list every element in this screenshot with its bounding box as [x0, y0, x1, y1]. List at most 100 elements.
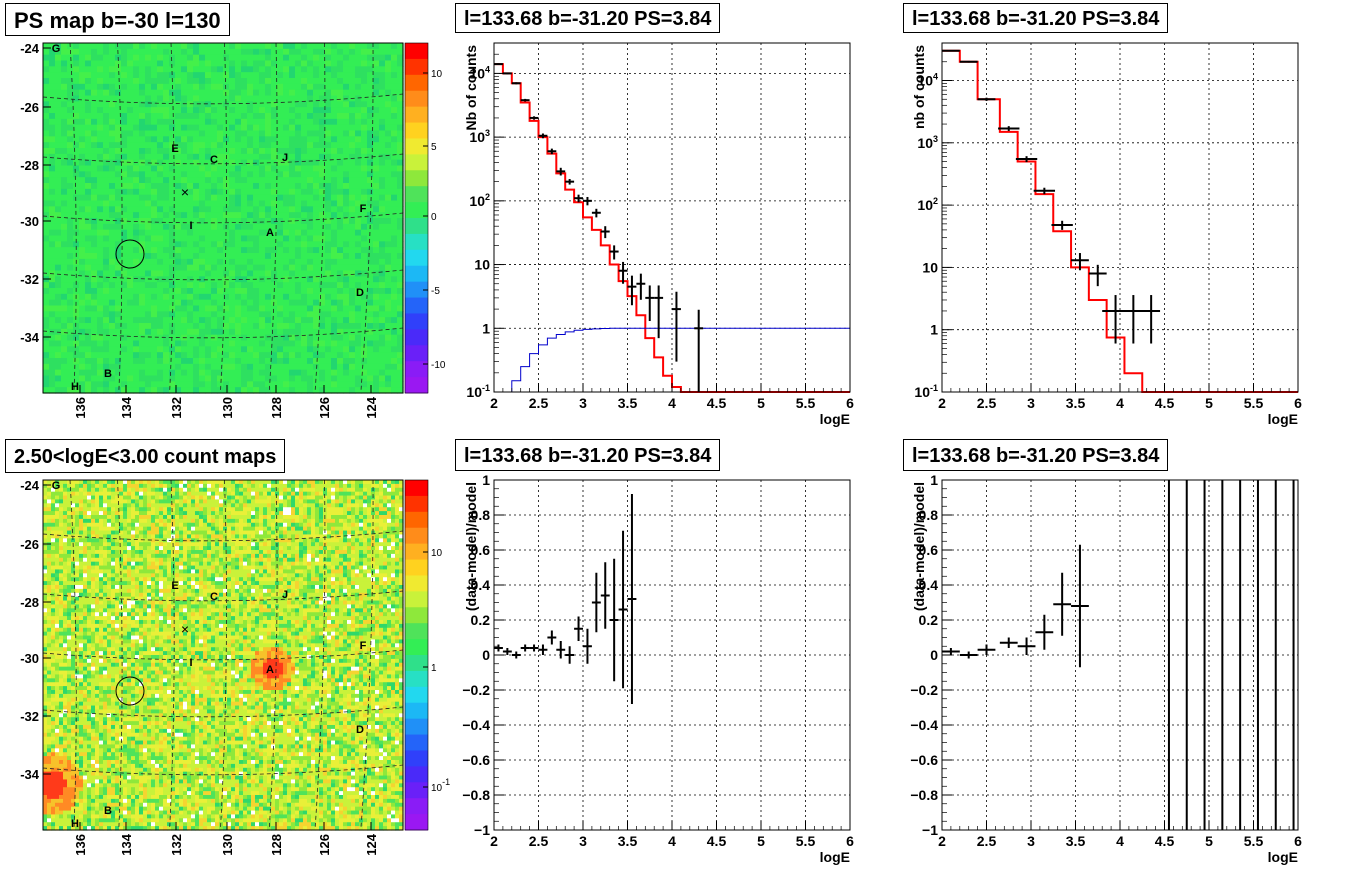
map-pixel [307, 375, 314, 382]
map-pixel [331, 101, 338, 108]
map-pixel [193, 113, 200, 120]
map-pixel [109, 113, 116, 120]
map-pixel [79, 678, 84, 683]
map-pixel [75, 608, 80, 613]
map-pixel [319, 293, 326, 301]
map-pixel [61, 48, 68, 56]
map-pixel [47, 550, 52, 555]
map-pixel [367, 136, 374, 143]
map-pixel [79, 194, 86, 202]
map-pixel [63, 787, 68, 792]
map-pixel [127, 270, 134, 277]
map-pixel [79, 340, 86, 347]
map-pixel [109, 363, 116, 371]
map-pixel [295, 95, 302, 102]
map-pixel [241, 124, 248, 132]
map-pixel [175, 223, 182, 231]
map-pixel [55, 358, 62, 365]
map-pixel [151, 78, 158, 85]
map-pixel [67, 616, 72, 621]
map-pixel [163, 305, 170, 312]
map-pixel [163, 72, 170, 79]
map-pixel [73, 95, 80, 102]
map-pixel [187, 118, 194, 126]
map-pixel [67, 107, 74, 114]
map-pixel [75, 534, 80, 539]
map-pixel [283, 200, 290, 207]
map-pixel [51, 736, 56, 742]
map-pixel [127, 381, 134, 388]
map-pixel [331, 142, 338, 149]
map-pixel [361, 218, 368, 225]
map-pixel [241, 101, 248, 108]
map-pixel [343, 317, 350, 324]
map-pixel [373, 113, 380, 120]
map-pixel [79, 802, 84, 808]
map-pixel [325, 334, 332, 342]
map-pixel [109, 78, 116, 85]
map-pixel [97, 293, 104, 301]
map-pixel [259, 200, 266, 207]
map-pixel [43, 577, 48, 582]
map-pixel [247, 375, 254, 382]
map-pixel [63, 682, 68, 687]
map-pixel [295, 130, 302, 137]
map-pixel [253, 66, 260, 73]
map-pixel [79, 740, 84, 746]
map-pixel [247, 241, 254, 248]
map-pixel [109, 165, 116, 172]
map-pixel [97, 299, 104, 307]
map-pixel [223, 352, 230, 359]
map-pixel [109, 43, 116, 50]
map-pixel [79, 518, 84, 524]
map-pixel [51, 596, 56, 602]
map-pixel [85, 305, 92, 312]
map-pixel [265, 107, 272, 114]
map-pixel [63, 616, 68, 621]
map-pixel [73, 346, 80, 353]
map-pixel [85, 194, 92, 202]
map-pixel [187, 212, 194, 219]
map-pixel [67, 54, 74, 62]
map-pixel [67, 83, 74, 91]
map-pixel [373, 387, 380, 394]
map-pixel [343, 293, 350, 301]
map-pixel [361, 288, 368, 295]
map-pixel [163, 188, 170, 196]
map-pixel [47, 592, 52, 598]
map-pixel [205, 334, 212, 342]
map-pixel [75, 480, 80, 485]
map-pixel [295, 299, 302, 307]
map-pixel [271, 78, 278, 85]
map-pixel [277, 206, 284, 213]
map-pixel [133, 270, 140, 277]
map-pixel [91, 369, 98, 377]
map-pixel [271, 218, 278, 225]
map-pixel [55, 223, 62, 231]
x-tick-label: 6 [846, 395, 854, 411]
map-pixel [83, 592, 88, 598]
map-pixel [319, 363, 326, 371]
map-pixel [85, 153, 92, 161]
map-pixel [241, 171, 248, 178]
map-pixel [109, 206, 116, 213]
map-pixel [109, 229, 116, 237]
map-pixel [331, 118, 338, 126]
map-pixel [75, 771, 80, 777]
map-pixel [109, 200, 116, 207]
map-pixel [151, 83, 158, 91]
map-pixel [331, 299, 338, 307]
map-pixel [295, 229, 302, 237]
map-pixel [55, 647, 60, 652]
map-pixel [91, 107, 98, 114]
map-pixel [121, 241, 128, 248]
map-pixel [43, 775, 48, 781]
map-pixel [109, 235, 116, 242]
map-pixel [63, 561, 68, 567]
map-pixel [163, 253, 170, 260]
color-bar-tick-label: 10 [431, 69, 443, 80]
map-pixel [265, 270, 272, 277]
map-pixel [79, 581, 84, 586]
map-pixel [63, 814, 68, 819]
map-pixel [187, 223, 194, 231]
